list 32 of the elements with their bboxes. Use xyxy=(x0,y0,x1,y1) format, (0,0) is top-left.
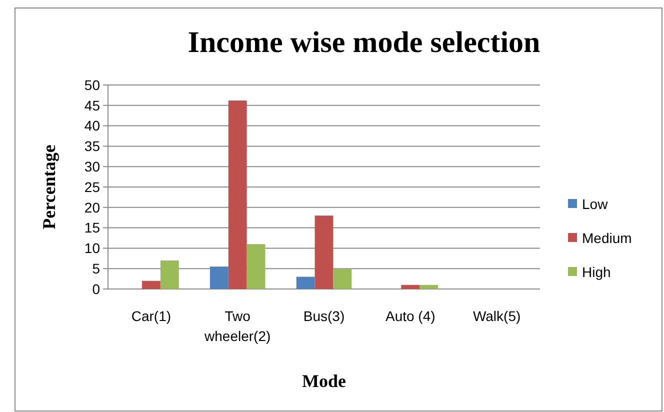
y-tick-label: 45 xyxy=(84,97,100,114)
y-tick-label: 25 xyxy=(84,178,100,195)
legend-label: Low xyxy=(582,196,609,212)
x-tick-label: Walk(5) xyxy=(472,308,521,324)
legend-label: Medium xyxy=(582,230,632,246)
bar xyxy=(160,260,179,289)
bar xyxy=(314,216,334,289)
bar xyxy=(246,244,266,289)
x-axis-title: Mode xyxy=(302,371,346,391)
x-tick-label: Bus(3) xyxy=(303,308,345,324)
bar xyxy=(142,280,160,289)
y-axis-title: Percentage xyxy=(39,144,59,230)
bar xyxy=(210,266,228,289)
y-tick-label: 20 xyxy=(84,199,100,216)
y-tick-label: 5 xyxy=(92,260,100,276)
y-tick-label: 15 xyxy=(84,220,100,236)
y-tick-label: 0 xyxy=(92,280,100,297)
x-tick-label: Auto (4) xyxy=(385,308,436,324)
bar xyxy=(296,276,315,289)
y-tick-label: 50 xyxy=(84,76,100,93)
y-tick-label: 30 xyxy=(84,158,100,174)
chart-title: Income wise mode selection xyxy=(188,26,541,59)
y-tick-label: 40 xyxy=(84,118,100,134)
y-tick-label: 35 xyxy=(84,138,100,154)
bar xyxy=(333,268,352,289)
x-tick-label: Two wheeler(2) xyxy=(204,308,271,344)
x-tick-label: Car(1) xyxy=(131,308,172,324)
y-tick-label: 10 xyxy=(84,240,100,256)
bar xyxy=(420,284,438,289)
legend-label: High xyxy=(582,264,611,280)
bar xyxy=(228,100,247,289)
bar xyxy=(401,284,420,289)
